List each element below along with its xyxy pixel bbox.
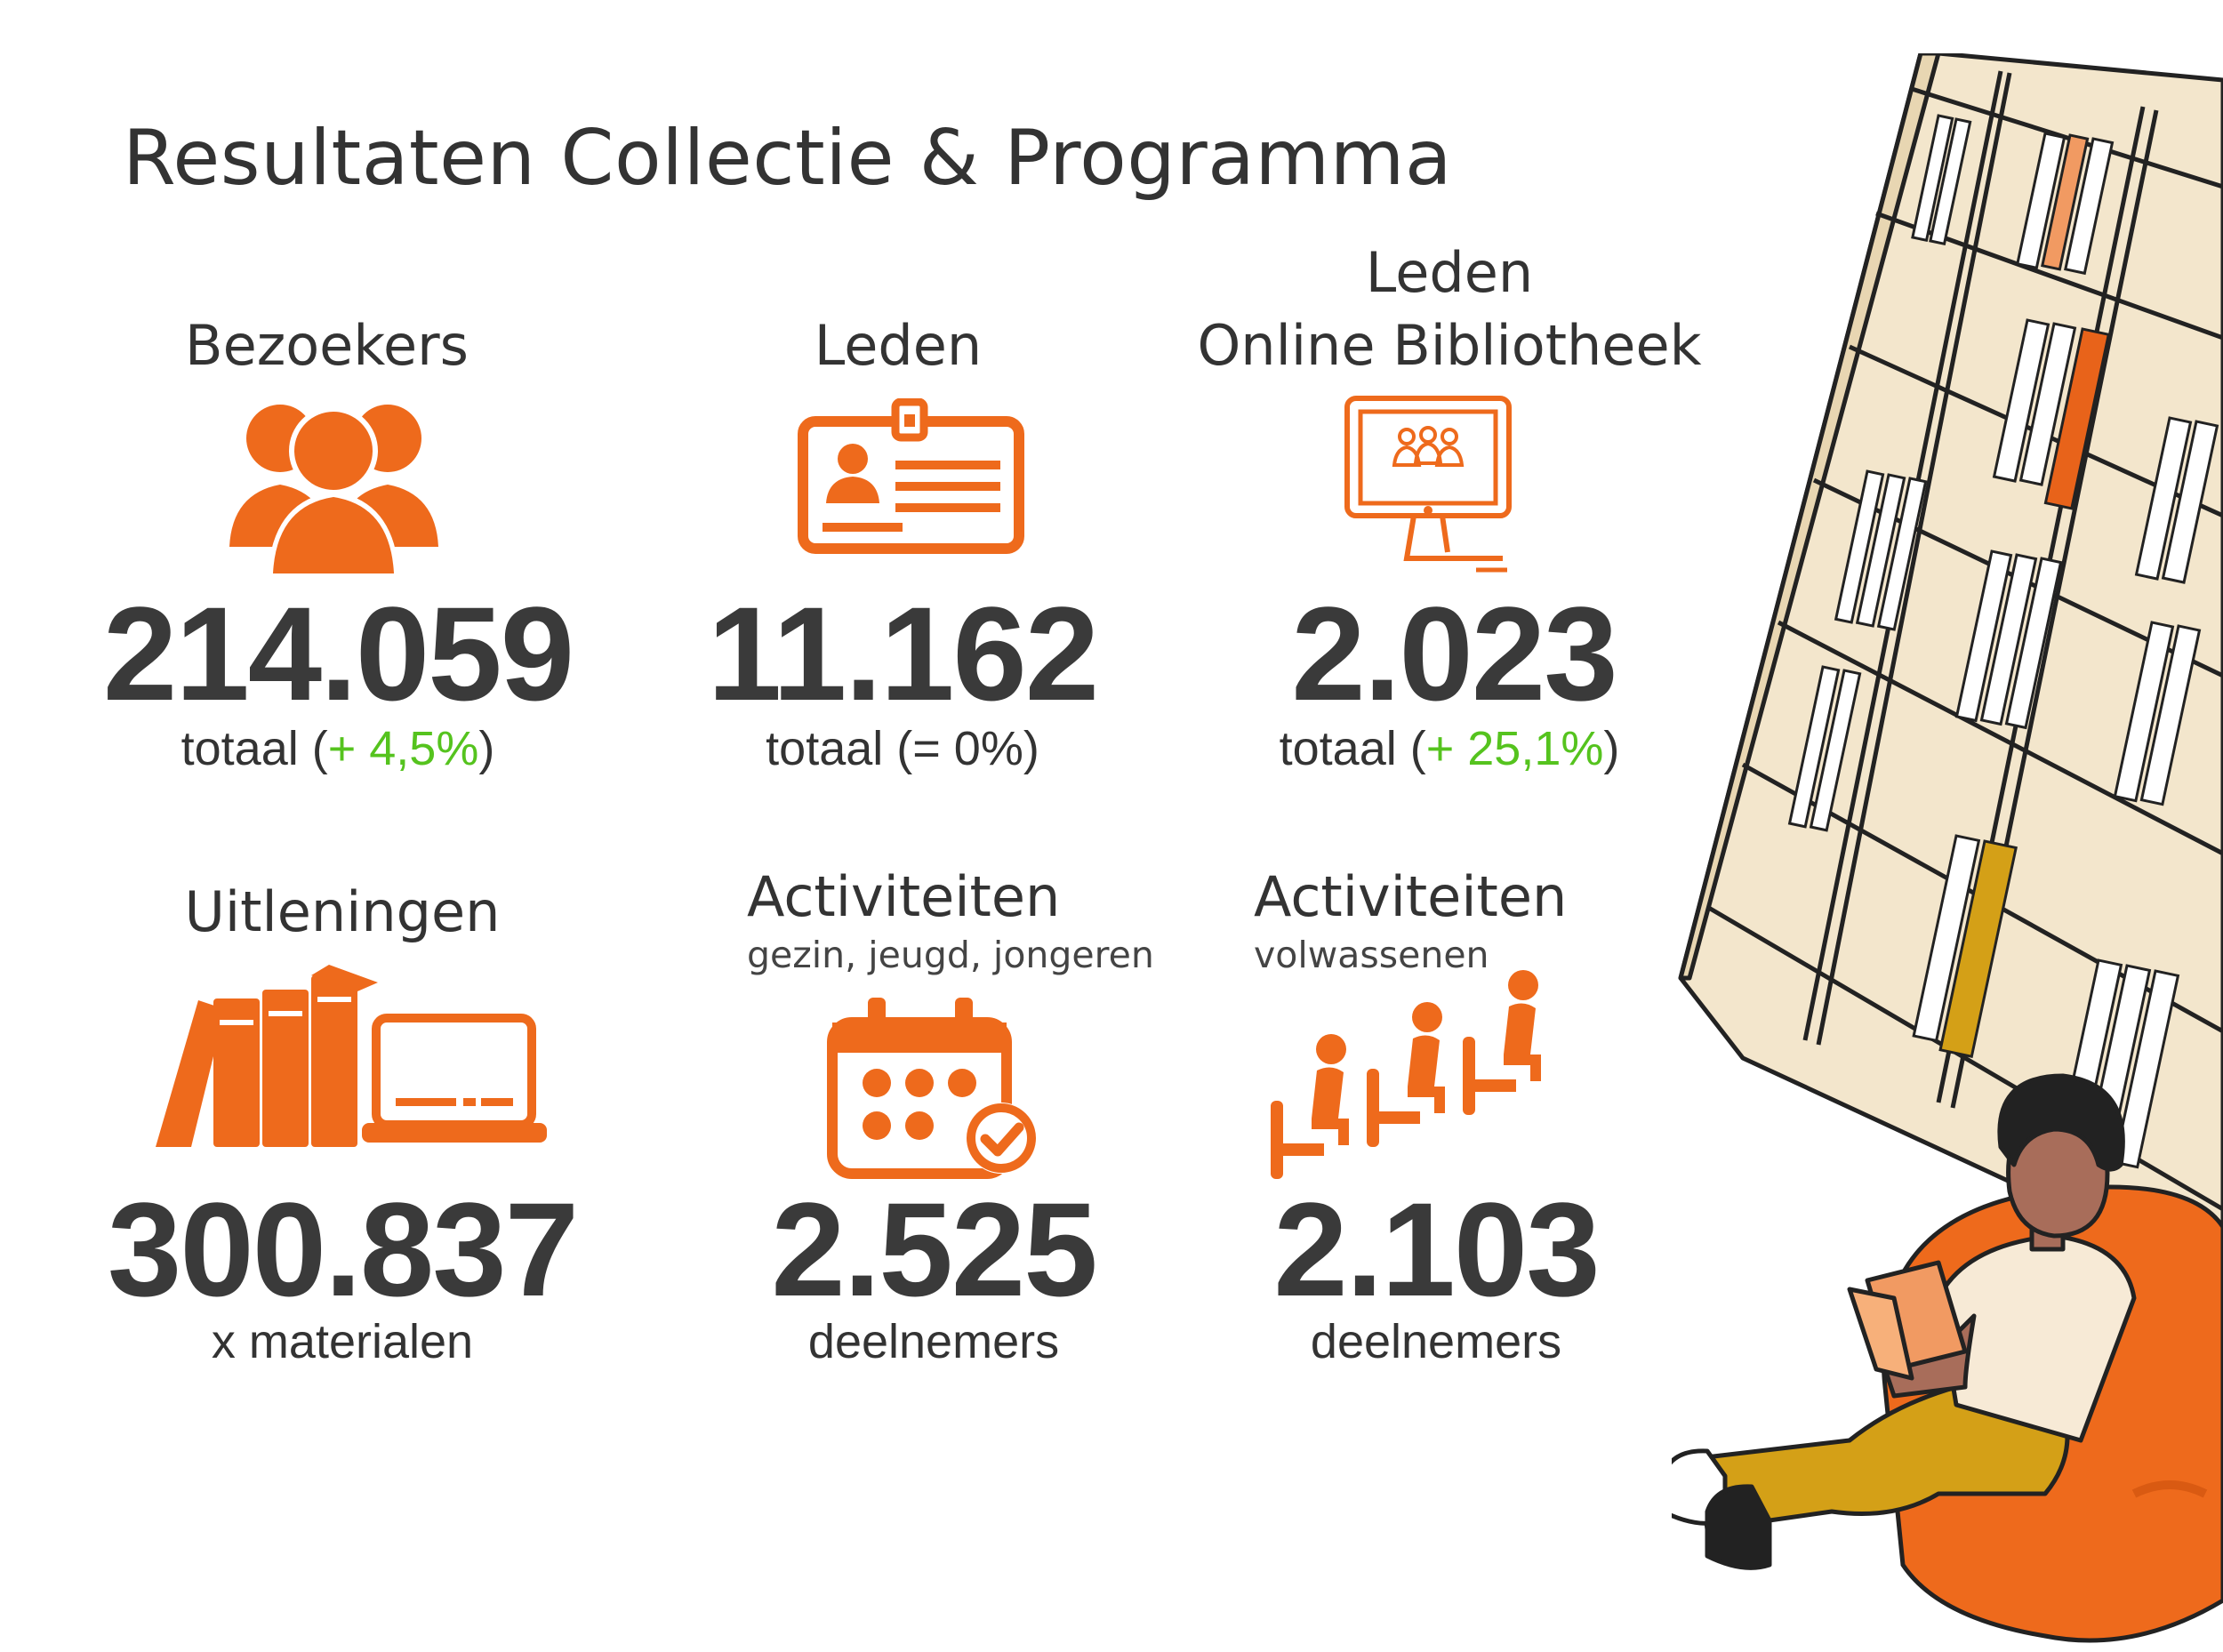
loans-value: 300.837 xyxy=(107,1175,579,1324)
adult-activities-label: Activiteiten xyxy=(1254,864,1568,929)
member-card-icon xyxy=(798,398,1024,554)
online-members-value: 2.023 xyxy=(1291,579,1617,728)
visitors-label: Bezoekers xyxy=(185,313,469,378)
family-activities-label: Activiteiten xyxy=(747,864,1061,929)
online-library-monitor-icon xyxy=(1344,396,1512,573)
online-members-change: + 25,1% xyxy=(1425,722,1604,775)
family-activities-caption: deelnemers xyxy=(807,1315,1060,1368)
stat-loans-label: Uitleningen xyxy=(133,885,551,940)
stat-online-members-label: Leden Online Bibliotheek xyxy=(1165,245,1734,373)
adult-activities-caption: deelnemers xyxy=(1310,1315,1562,1368)
members-caption: totaal (= 0%) xyxy=(766,722,1039,775)
visitors-change: + 4,5% xyxy=(327,722,479,775)
visitors-caption: totaal (+ 4,5%) xyxy=(181,722,495,775)
reader-bookshelf-illustration xyxy=(1672,53,2223,1643)
stat-members-label: Leden xyxy=(765,318,1031,373)
online-members-label-line2: Online Bibliotheek xyxy=(1197,313,1702,378)
adult-activities-sublabel: volwassenen xyxy=(1254,934,1489,976)
adult-activities-value: 2.103 xyxy=(1273,1175,1600,1324)
visitors-value: 214.059 xyxy=(102,579,574,728)
loans-label: Uitleningen xyxy=(184,879,501,944)
reading-person xyxy=(1672,1073,2137,1570)
loans-caption: x materialen xyxy=(211,1315,474,1368)
page-title: Resultaten Collectie & Programma xyxy=(123,114,1453,203)
stat-adult-activities-label: Activiteiten volwassenen xyxy=(1254,870,1627,975)
visitors-icon xyxy=(229,405,438,578)
online-members-label-line1: Leden xyxy=(1365,240,1534,305)
stat-family-activities-label: Activiteiten gezin, jeugd, jongeren xyxy=(747,870,1174,975)
members-label: Leden xyxy=(814,313,983,378)
family-activities-value: 2.525 xyxy=(771,1175,1097,1324)
family-activities-sublabel: gezin, jeugd, jongeren xyxy=(747,934,1154,976)
stat-visitors-label: Bezoekers xyxy=(151,318,502,373)
seated-audience-icon xyxy=(1271,970,1541,1179)
books-on-shelf xyxy=(1787,114,2219,1169)
books-and-laptop-icon xyxy=(156,965,547,1147)
calendar-check-icon xyxy=(827,998,1037,1179)
members-change: = 0% xyxy=(912,722,1023,775)
online-members-caption: totaal (+ 25,1%) xyxy=(1279,722,1620,775)
members-value: 11.162 xyxy=(707,579,1100,728)
